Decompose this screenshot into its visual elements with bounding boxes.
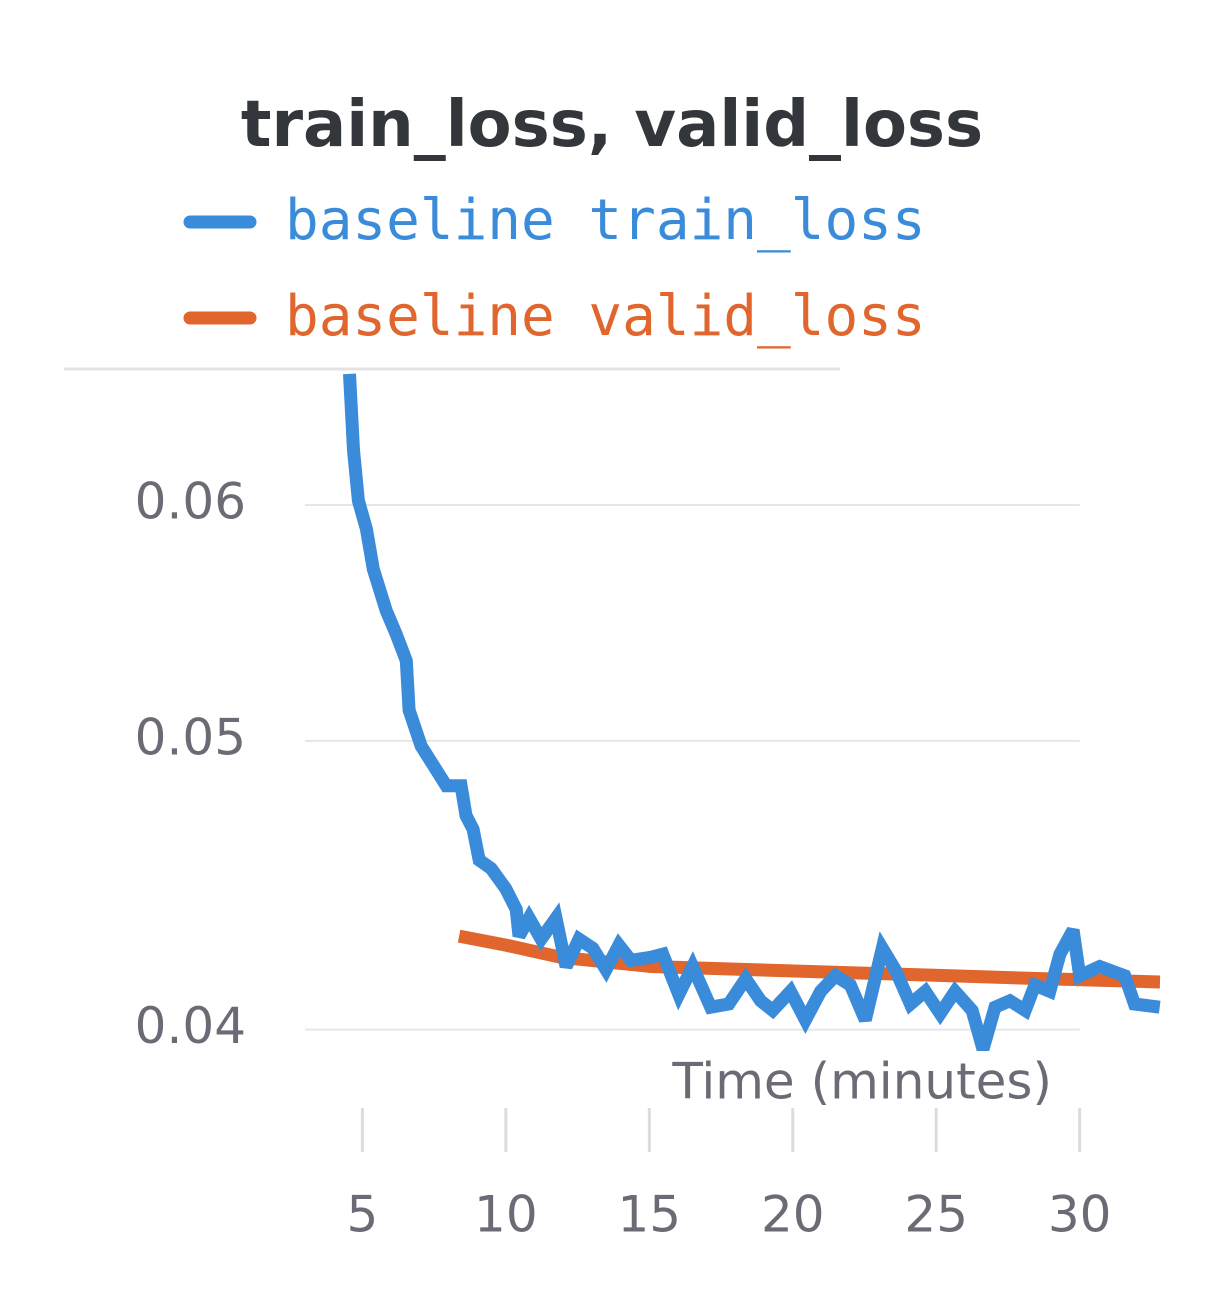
plot (343, 373, 1161, 1051)
x-tick-label: 15 (617, 1186, 681, 1244)
x-axis-title: Time (minutes) (671, 1053, 1052, 1111)
y-tick-label: 0.05 (135, 708, 246, 766)
x-tick-label: 10 (474, 1186, 538, 1244)
legend-label: baseline train_loss (285, 188, 926, 253)
x-tick-label: 30 (1048, 1186, 1112, 1244)
x-tick-label: 25 (904, 1186, 968, 1244)
y-tick-label: 0.04 (135, 997, 246, 1055)
x-tick-label: 5 (346, 1186, 378, 1244)
chart-title: train_loss, valid_loss (241, 88, 983, 162)
series-line (343, 373, 1161, 1051)
y-tick-label: 0.06 (135, 473, 246, 531)
grid (305, 504, 1080, 1031)
legend-label: baseline valid_loss (285, 284, 926, 349)
x-tick-label: 20 (761, 1186, 825, 1244)
series-line (457, 929, 1161, 989)
